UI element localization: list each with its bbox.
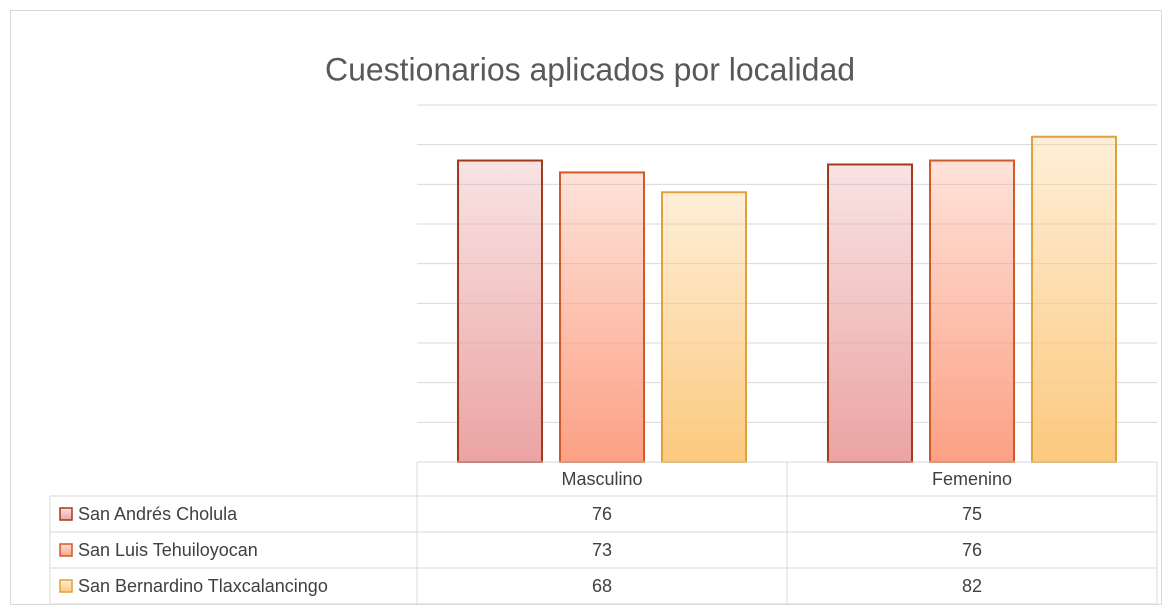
- legend-label: San Bernardino Tlaxcalancingo: [78, 576, 328, 596]
- bar: [827, 163, 913, 463]
- x-tick-label: Masculino: [561, 469, 642, 489]
- table-value: 76: [962, 540, 982, 560]
- legend-key: [59, 543, 73, 557]
- x-tick-label: Femenino: [932, 469, 1012, 489]
- bar: [559, 171, 645, 464]
- table-value: 68: [592, 576, 612, 596]
- legend-label: San Andrés Cholula: [78, 504, 238, 524]
- chart-title: Cuestionarios aplicados por localidad: [325, 51, 855, 87]
- legend-label: San Luis Tehuiloyocan: [78, 540, 258, 560]
- table-value: 82: [962, 576, 982, 596]
- legend-key: [59, 579, 73, 593]
- legend-key: [59, 507, 73, 521]
- bar: [1031, 135, 1117, 463]
- bar: [929, 159, 1015, 464]
- table-value: 73: [592, 540, 612, 560]
- table-value: 76: [592, 504, 612, 524]
- table-value: 75: [962, 504, 982, 524]
- bar: [457, 159, 543, 464]
- bar: [661, 191, 747, 463]
